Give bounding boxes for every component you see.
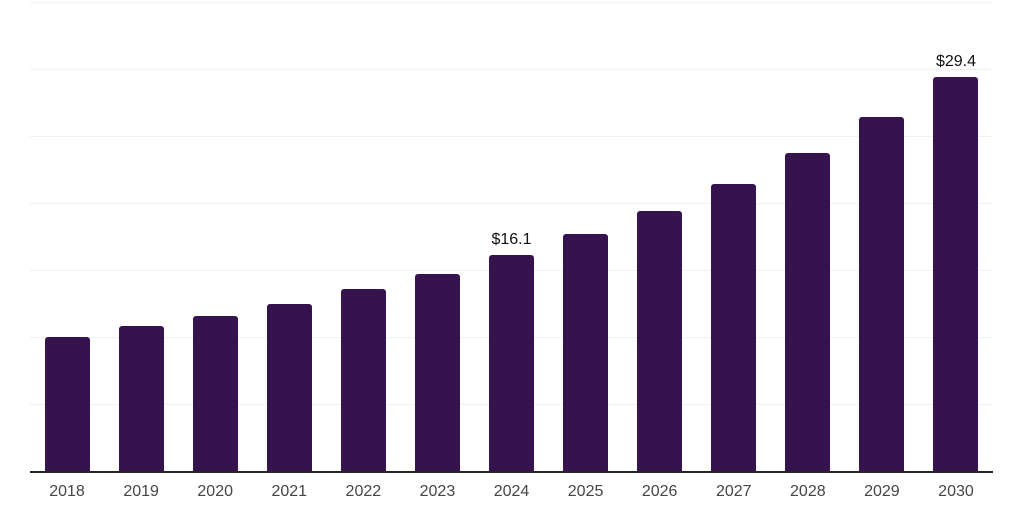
plot-area: $16.1 $29.4	[30, 2, 993, 473]
bar-slot	[178, 2, 252, 471]
bar-slot	[623, 2, 697, 471]
bar-2024	[489, 255, 534, 471]
x-tick-label-2021: 2021	[271, 483, 308, 500]
bar-slot: $29.4	[919, 2, 993, 471]
x-tick-label-2022: 2022	[345, 483, 382, 500]
gridline	[30, 203, 993, 204]
x-tick-label-2026: 2026	[641, 483, 678, 500]
bar-slot	[771, 2, 845, 471]
x-axis-line	[30, 471, 993, 473]
x-tick-label-2024: 2024	[493, 483, 530, 500]
bar-2027	[711, 184, 757, 471]
bar-slot	[252, 2, 326, 471]
x-tick-label-2020: 2020	[197, 483, 233, 500]
gridline	[30, 136, 993, 137]
bar-2020	[192, 315, 238, 471]
bar-2029	[859, 117, 905, 471]
bar-slot	[30, 2, 104, 471]
x-axis-tick-labels: 2018 2019 2020 2021 2022 2023 2024 2025 2026 2027…	[30, 483, 993, 501]
bars-container: $16.1 $29.4	[30, 2, 993, 471]
bar-2026	[637, 211, 683, 471]
bar-2021	[266, 303, 312, 471]
x-tick-label-2023: 2023	[419, 483, 456, 500]
bar-slot	[845, 2, 919, 471]
bar-2023	[414, 274, 460, 471]
bar-2028	[785, 153, 831, 471]
bar-slot	[400, 2, 474, 471]
x-tick-label-2029: 2029	[864, 483, 900, 500]
data-label-2024: $16.1	[491, 231, 532, 249]
data-label-2030: $29.4	[935, 53, 976, 71]
x-tick-label-2027: 2027	[715, 483, 752, 500]
x-tick-label-2030: 2030	[938, 483, 974, 500]
bar-2018	[44, 337, 90, 471]
x-tick-label-2018: 2018	[49, 483, 85, 500]
x-tick-label-2028: 2028	[790, 483, 826, 500]
bar-2022	[340, 288, 386, 471]
gridline	[30, 2, 993, 3]
bar-2025	[563, 233, 609, 471]
bar-slot	[549, 2, 623, 471]
x-tick-label-2025: 2025	[567, 483, 604, 500]
bar-slot	[104, 2, 178, 471]
gridline	[30, 69, 993, 70]
bar-slot: $16.1	[474, 2, 548, 471]
x-tick-label-2019: 2019	[123, 483, 159, 500]
bar-slot	[697, 2, 771, 471]
bar-2030	[933, 77, 979, 471]
bar-2019	[118, 326, 164, 471]
bar-slot	[326, 2, 400, 471]
